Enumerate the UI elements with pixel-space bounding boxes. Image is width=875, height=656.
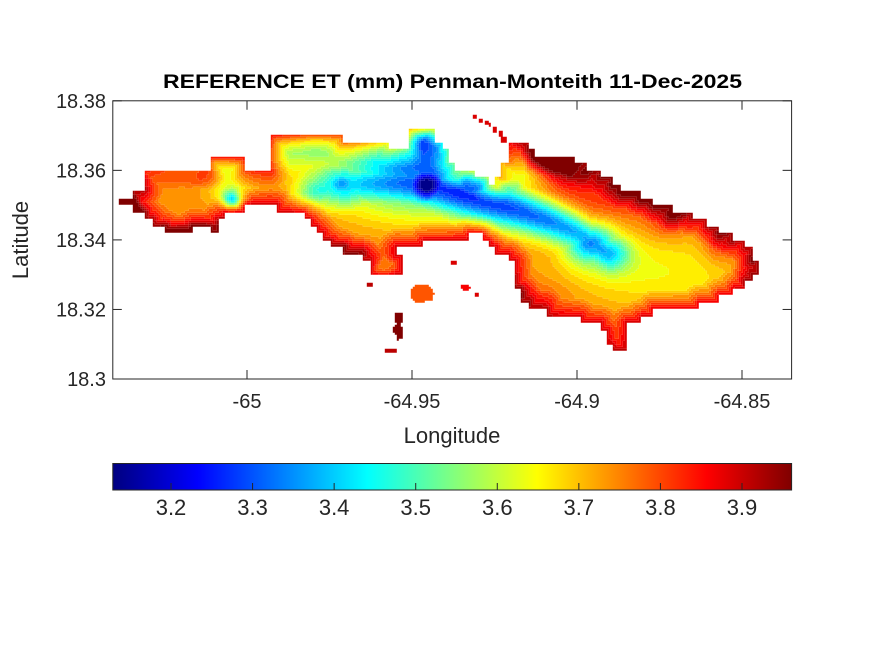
svg-text:18.38: 18.38: [56, 91, 106, 113]
svg-text:18.34: 18.34: [56, 230, 106, 252]
svg-text:3.9: 3.9: [727, 495, 758, 520]
svg-text:3.2: 3.2: [156, 495, 187, 520]
svg-text:-64.85: -64.85: [714, 391, 771, 413]
svg-text:18.36: 18.36: [56, 160, 106, 182]
svg-text:3.6: 3.6: [482, 495, 513, 520]
svg-text:-64.95: -64.95: [384, 391, 441, 413]
svg-text:Latitude: Latitude: [8, 201, 33, 279]
svg-text:-65: -65: [233, 391, 262, 413]
svg-text:18.32: 18.32: [56, 299, 106, 321]
svg-text:3.3: 3.3: [237, 495, 268, 520]
svg-text:3.8: 3.8: [645, 495, 676, 520]
svg-text:-64.9: -64.9: [554, 391, 600, 413]
svg-text:3.5: 3.5: [400, 495, 431, 520]
svg-text:REFERENCE ET (mm) Penman-Monte: REFERENCE ET (mm) Penman-Monteith 11-Dec…: [163, 71, 742, 93]
svg-text:18.3: 18.3: [67, 369, 106, 391]
svg-text:3.7: 3.7: [564, 495, 595, 520]
svg-text:Longitude: Longitude: [404, 423, 501, 448]
svg-text:3.4: 3.4: [319, 495, 350, 520]
